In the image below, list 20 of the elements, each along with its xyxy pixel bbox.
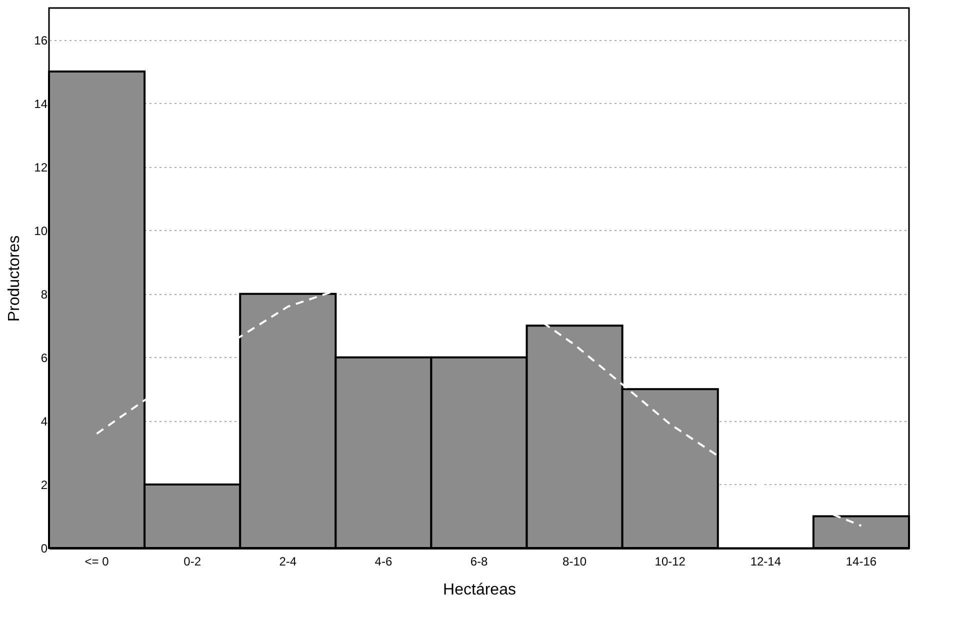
x-tick-label: 8-10: [562, 554, 587, 568]
y-axis-title: Productores: [6, 235, 24, 322]
y-tick-label: 6: [40, 350, 48, 365]
y-tick-label: 4: [40, 414, 48, 428]
y-tick-label: 0: [40, 542, 48, 556]
y-tick-label: 2: [40, 478, 48, 492]
y-tick-label: 14: [34, 96, 48, 111]
x-axis-title: Hectáreas: [443, 582, 516, 598]
y-tick-label: 10: [34, 224, 48, 238]
y-tick-label: 12: [34, 160, 48, 174]
x-tick-label: 6-8: [470, 554, 488, 568]
x-tick-label: <= 0: [84, 554, 110, 568]
x-tick-label: 12-14: [750, 554, 782, 568]
x-tick-label: 10-12: [654, 554, 686, 568]
x-tick-label: 14-16: [846, 554, 877, 568]
y-tick-label: 16: [34, 33, 48, 48]
x-tick-label: 0-2: [184, 554, 202, 568]
y-tick-label: 8: [40, 287, 48, 302]
x-tick-label: 2-4: [279, 554, 297, 568]
x-tick-label: 4-6: [374, 554, 392, 568]
